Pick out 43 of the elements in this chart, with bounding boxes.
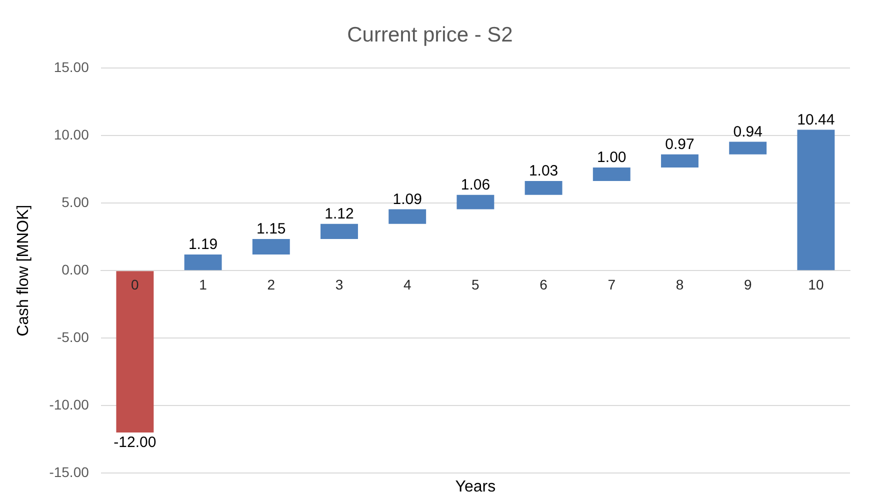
y-tick-label: -5.00 [56,328,90,345]
x-tick-label: 1 [199,276,208,292]
bar [184,254,222,270]
x-tick-label: 10 [808,276,824,292]
chart-title: Current price - S2 [347,23,513,46]
data-label: 0.97 [665,136,694,154]
bar [456,194,494,210]
y-tick-label: 15.00 [54,59,90,76]
x-tick-label: 5 [472,276,480,292]
data-label: 1.06 [460,176,490,194]
data-label: 1.03 [528,162,558,180]
bar [729,142,767,154]
data-label: 10.44 [797,111,835,128]
data-label: 1.12 [324,206,354,223]
x-tick-label: 7 [608,276,616,292]
x-tick-label: 9 [744,276,752,292]
x-tick-label: 8 [676,276,684,292]
bar [524,181,562,195]
y-tick-label: 10.00 [54,126,90,143]
bar [320,224,358,240]
bar [388,209,426,224]
x-tick-label: 0 [131,276,140,292]
data-label: 1.09 [392,190,422,208]
y-axis-title: Cash flow [MNOK] [15,204,32,336]
x-tick-label: 4 [403,276,412,292]
y-tick-label: 5.00 [62,194,90,210]
bar [116,271,154,433]
bar [592,168,630,182]
data-label: 0.94 [733,123,762,140]
y-tick-label: -15.00 [49,464,90,480]
x-tick-label: 6 [540,276,548,292]
x-axis-title: Years [455,478,496,496]
bar [661,154,698,168]
x-tick-label: 2 [267,276,276,292]
data-label: -12.00 [114,434,156,452]
bar [252,239,290,255]
bar [797,130,835,270]
data-label: 1.19 [188,236,218,254]
x-tick-label: 3 [335,276,344,292]
y-tick-label: 0.00 [62,261,90,278]
y-tick-label: -10.00 [49,396,90,412]
data-label: 1.15 [256,220,286,238]
data-label: 1.00 [597,149,626,166]
